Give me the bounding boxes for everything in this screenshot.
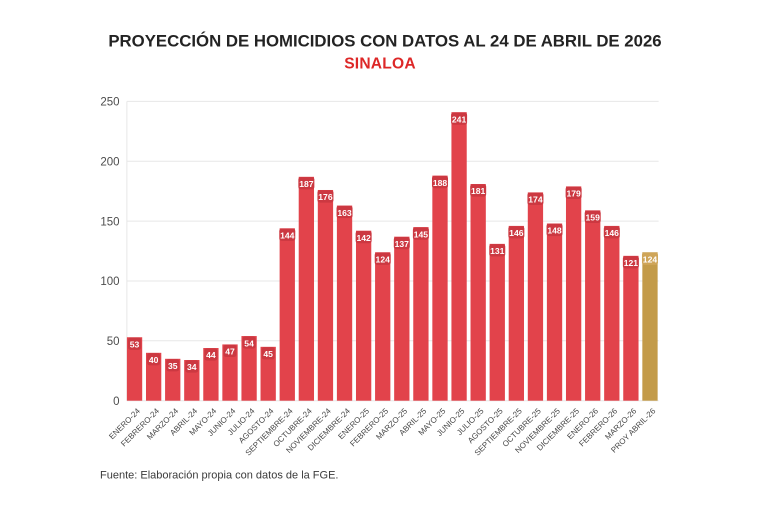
svg-text:0: 0 [113, 396, 119, 408]
svg-text:100: 100 [100, 276, 119, 288]
svg-text:137: 137 [395, 239, 410, 249]
svg-text:142: 142 [356, 233, 371, 243]
svg-text:145: 145 [414, 229, 429, 239]
svg-text:PROYECCIÓN DE HOMICIDIOS CON D: PROYECCIÓN DE HOMICIDIOS CON DATOS AL 24… [108, 32, 661, 51]
svg-text:131: 131 [490, 246, 505, 256]
svg-text:34: 34 [187, 362, 197, 372]
svg-text:179: 179 [566, 189, 581, 199]
svg-text:181: 181 [471, 186, 486, 196]
svg-text:40: 40 [149, 355, 159, 365]
svg-text:35: 35 [168, 361, 178, 371]
svg-text:163: 163 [337, 208, 352, 218]
svg-text:124: 124 [376, 254, 391, 264]
svg-text:SINALOA: SINALOA [344, 56, 416, 73]
svg-text:188: 188 [433, 178, 448, 188]
svg-text:176: 176 [318, 192, 333, 202]
svg-text:174: 174 [528, 195, 543, 205]
svg-text:Fuente: Elaboración propia con: Fuente: Elaboración propia con datos de … [100, 470, 338, 482]
svg-text:159: 159 [586, 213, 601, 223]
svg-text:241: 241 [452, 114, 467, 124]
svg-text:47: 47 [225, 347, 235, 357]
svg-text:50: 50 [107, 336, 120, 348]
svg-text:187: 187 [299, 179, 314, 189]
svg-text:53: 53 [130, 339, 140, 349]
svg-text:124: 124 [643, 254, 658, 264]
svg-text:44: 44 [206, 350, 216, 360]
svg-text:54: 54 [244, 338, 254, 348]
svg-text:200: 200 [100, 156, 119, 168]
svg-text:148: 148 [547, 226, 562, 236]
svg-text:144: 144 [280, 231, 295, 241]
svg-text:250: 250 [100, 97, 119, 109]
svg-text:150: 150 [100, 216, 119, 228]
svg-text:121: 121 [624, 258, 639, 268]
svg-text:146: 146 [509, 228, 524, 238]
svg-text:45: 45 [263, 349, 273, 359]
svg-text:146: 146 [605, 228, 620, 238]
